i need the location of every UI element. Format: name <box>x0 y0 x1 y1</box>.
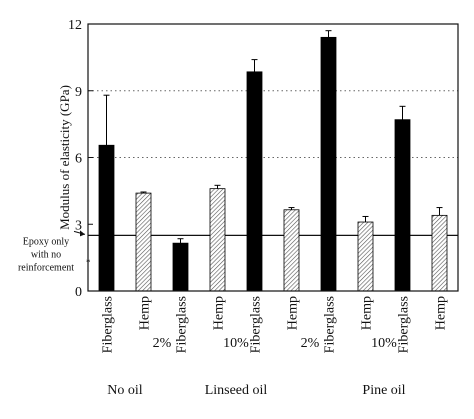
reference-arrowhead <box>80 230 85 237</box>
x-tick-label: Hemp <box>360 296 375 330</box>
group-label: No oil <box>107 383 143 398</box>
y-tick-label: 3 <box>75 218 82 233</box>
y-tick-label: 9 <box>75 85 82 100</box>
concentration-label: 10% <box>223 336 249 351</box>
x-tick-label: Fiberglass <box>101 296 116 353</box>
y-axis: 0 3 6 9 12 <box>68 18 93 300</box>
bar <box>357 221 374 292</box>
x-tick-label: Hemp <box>434 296 449 330</box>
bar <box>283 209 300 292</box>
y-tick-label: 0 <box>75 285 82 300</box>
bar <box>98 144 115 292</box>
bar <box>135 192 152 292</box>
x-tick-label: Hemp <box>138 296 153 330</box>
bar <box>320 36 337 292</box>
group-label: Linseed oil <box>205 383 268 398</box>
bar <box>394 119 411 292</box>
bar <box>246 71 263 292</box>
reference-label-asterisk: * <box>86 257 91 267</box>
concentration-label: 10% <box>371 336 397 351</box>
concentration-label: 2% <box>153 336 172 351</box>
bar <box>431 214 448 292</box>
x-tick-label: Fiberglass <box>175 296 190 353</box>
group-labels: No oil Linseed oil Pine oil <box>107 383 405 398</box>
x-tick-label: Fiberglass <box>397 296 412 353</box>
x-tick-label: Hemp <box>212 296 227 330</box>
reference-annotation: Epoxy only with no reinforcement * <box>18 230 91 273</box>
y-tick-label: 12 <box>68 18 82 33</box>
reference-label-line: reinforcement <box>18 262 74 273</box>
bar <box>172 242 189 292</box>
x-tick-label: Hemp <box>286 296 301 330</box>
gridlines <box>88 90 458 158</box>
concentration-label: 2% <box>301 336 320 351</box>
bar <box>209 188 226 292</box>
y-tick-label: 6 <box>75 152 82 167</box>
concentration-labels: 2% 10% 2% 10% <box>153 336 398 351</box>
group-label: Pine oil <box>362 383 405 398</box>
x-axis-labels: Fiberglass Hemp Fiberglass Hemp Fiberglass He… <box>101 296 449 353</box>
x-tick-label: Fiberglass <box>249 296 264 353</box>
reference-label-line: with no <box>31 249 61 260</box>
y-axis-label: Modulus of elasticity (GPa) <box>57 85 72 230</box>
bars <box>98 30 448 292</box>
x-tick-label: Fiberglass <box>323 296 338 353</box>
reference-label-line: Epoxy only <box>23 236 69 247</box>
